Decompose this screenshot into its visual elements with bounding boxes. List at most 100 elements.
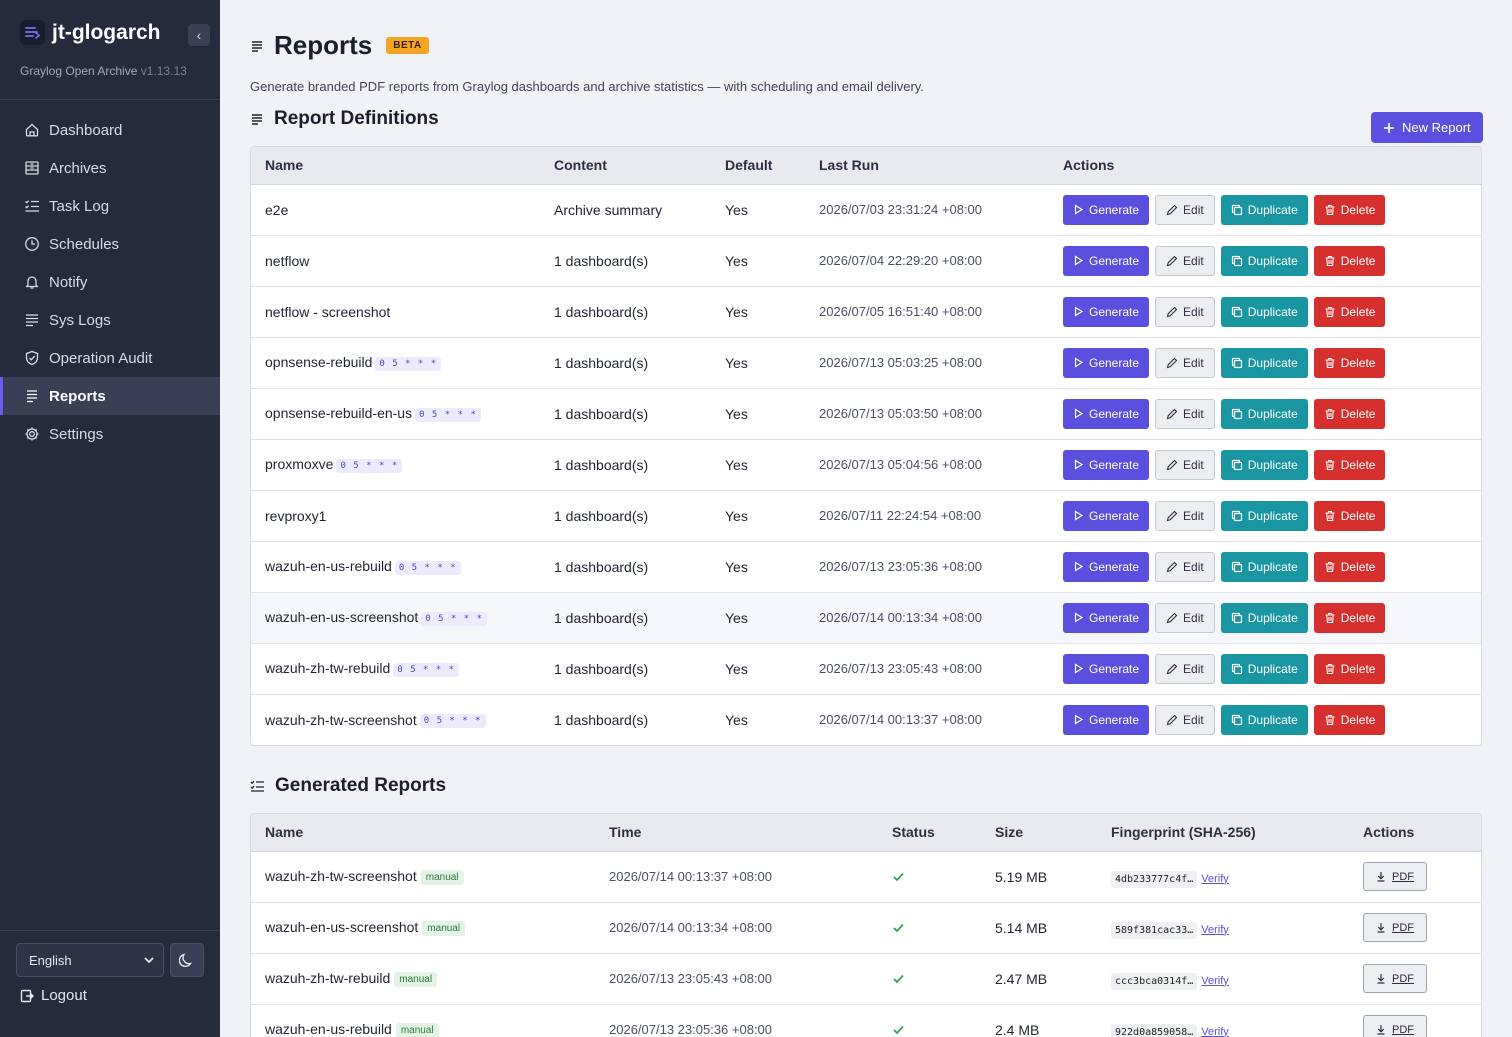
default-cell: Yes <box>711 388 805 440</box>
fingerprint-value: ccc3bca0314f… <box>1111 972 1198 990</box>
download-icon <box>1376 871 1386 882</box>
report-name-cell: wazuh-en-us-screenshot 0 5 * * * <box>251 592 540 644</box>
language-select[interactable]: English <box>16 943 164 977</box>
verify-link[interactable]: Verify <box>1201 1025 1229 1037</box>
generate-button[interactable]: Generate <box>1063 653 1150 684</box>
duplicate-label: Duplicate <box>1247 508 1298 523</box>
duplicate-button[interactable]: Duplicate <box>1220 347 1308 378</box>
generate-button[interactable]: Generate <box>1063 245 1150 276</box>
collapse-sidebar-button[interactable]: ‹ <box>188 24 210 46</box>
logout-icon <box>20 989 34 1003</box>
duplicate-button[interactable]: Duplicate <box>1220 296 1308 327</box>
delete-button[interactable]: Delete <box>1313 296 1386 327</box>
delete-button[interactable]: Delete <box>1313 551 1386 582</box>
duplicate-button[interactable]: Duplicate <box>1220 194 1308 225</box>
theme-toggle-button[interactable] <box>170 943 204 977</box>
generate-button[interactable]: Generate <box>1063 449 1150 480</box>
edit-label: Edit <box>1183 202 1204 217</box>
delete-button[interactable]: Delete <box>1313 653 1386 684</box>
sidebar-item-reports[interactable]: Reports <box>0 377 220 415</box>
sidebar-item-archives[interactable]: Archives <box>0 149 220 187</box>
time-cell: 2026/07/14 00:13:34 +08:00 <box>595 902 878 954</box>
duplicate-button[interactable]: Duplicate <box>1220 551 1308 582</box>
logout-button[interactable]: Logout <box>20 987 87 1004</box>
sidebar-item-label: Archives <box>49 159 107 177</box>
generate-button[interactable]: Generate <box>1063 296 1150 327</box>
delete-button[interactable]: Delete <box>1313 500 1386 531</box>
report-name-cell: opnsense-rebuild-en-us 0 5 * * * <box>251 388 540 440</box>
brand[interactable]: jt-glogarch <box>20 20 161 45</box>
new-report-button[interactable]: New Report <box>1371 112 1483 143</box>
size-cell: 2.47 MB <box>981 953 1097 1005</box>
verify-link[interactable]: Verify <box>1201 923 1229 936</box>
edit-button[interactable]: Edit <box>1155 296 1215 327</box>
generate-button[interactable]: Generate <box>1063 602 1150 633</box>
sidebar-item-schedules[interactable]: Schedules <box>0 225 220 263</box>
delete-button[interactable]: Delete <box>1313 602 1386 633</box>
edit-button[interactable]: Edit <box>1155 449 1215 480</box>
edit-button[interactable]: Edit <box>1155 500 1215 531</box>
copy-icon <box>1231 510 1243 522</box>
duplicate-button[interactable]: Duplicate <box>1220 602 1308 633</box>
sidebar-item-settings[interactable]: Settings <box>0 415 220 453</box>
download-pdf-button[interactable]: PDF <box>1363 1015 1427 1037</box>
duplicate-button[interactable]: Duplicate <box>1220 398 1308 429</box>
delete-button[interactable]: Delete <box>1313 398 1386 429</box>
edit-button[interactable]: Edit <box>1155 347 1215 378</box>
sidebar-item-sys-logs[interactable]: Sys Logs <box>0 301 220 339</box>
delete-button[interactable]: Delete <box>1313 194 1386 225</box>
verify-link[interactable]: Verify <box>1201 872 1229 885</box>
generate-label: Generate <box>1089 559 1140 574</box>
download-pdf-button[interactable]: PDF <box>1363 913 1427 942</box>
generate-button[interactable]: Generate <box>1063 194 1150 225</box>
generate-button[interactable]: Generate <box>1063 551 1150 582</box>
edit-button[interactable]: Edit <box>1155 194 1215 225</box>
generate-button[interactable]: Generate <box>1063 704 1150 735</box>
delete-button[interactable]: Delete <box>1313 704 1386 735</box>
default-cell: Yes <box>711 643 805 695</box>
verify-link[interactable]: Verify <box>1201 974 1229 987</box>
report-name: wazuh-zh-tw-screenshot <box>265 711 417 728</box>
sidebar: jt-glogarch ‹ Graylog Open Archive v1.13… <box>0 0 220 1037</box>
edit-button[interactable]: Edit <box>1155 602 1215 633</box>
download-pdf-button[interactable]: PDF <box>1363 862 1427 891</box>
delete-button[interactable]: Delete <box>1313 347 1386 378</box>
sidebar-item-operation-audit[interactable]: Operation Audit <box>0 339 220 377</box>
sidebar-item-label: Schedules <box>49 235 120 253</box>
edit-button[interactable]: Edit <box>1155 704 1215 735</box>
content-cell: 1 dashboard(s) <box>540 643 711 695</box>
generate-button[interactable]: Generate <box>1063 500 1150 531</box>
schedule-badge: 0 5 * * * <box>415 407 481 422</box>
duplicate-button[interactable]: Duplicate <box>1220 500 1308 531</box>
generate-label: Generate <box>1089 661 1140 676</box>
copy-icon <box>1231 663 1243 675</box>
sidebar-item-dashboard[interactable]: Dashboard <box>0 111 220 149</box>
check-icon <box>892 1023 981 1036</box>
generate-button[interactable]: Generate <box>1063 398 1150 429</box>
report-name: opnsense-rebuild <box>265 354 373 371</box>
page-header: Reports BETA <box>250 30 429 61</box>
trash-icon <box>1324 204 1336 216</box>
edit-button[interactable]: Edit <box>1155 653 1215 684</box>
trash-icon <box>1324 561 1336 573</box>
duplicate-button[interactable]: Duplicate <box>1220 449 1308 480</box>
duplicate-button[interactable]: Duplicate <box>1220 653 1308 684</box>
pencil-icon <box>1166 255 1178 267</box>
last-run-cell: 2026/07/04 22:29:20 +08:00 <box>805 235 1049 287</box>
edit-button[interactable]: Edit <box>1155 551 1215 582</box>
duplicate-label: Duplicate <box>1247 610 1298 625</box>
delete-button[interactable]: Delete <box>1313 245 1386 276</box>
sidebar-item-task-log[interactable]: Task Log <box>0 187 220 225</box>
last-run-cell: 2026/07/11 22:24:54 +08:00 <box>805 490 1049 542</box>
edit-button[interactable]: Edit <box>1155 245 1215 276</box>
generate-button[interactable]: Generate <box>1063 347 1150 378</box>
generated-report-name: wazuh-zh-tw-screenshot <box>265 868 417 885</box>
duplicate-button[interactable]: Duplicate <box>1220 245 1308 276</box>
delete-button[interactable]: Delete <box>1313 449 1386 480</box>
content-cell: 1 dashboard(s) <box>540 592 711 644</box>
edit-button[interactable]: Edit <box>1155 398 1215 429</box>
duplicate-button[interactable]: Duplicate <box>1220 704 1308 735</box>
sidebar-item-notify[interactable]: Notify <box>0 263 220 301</box>
pencil-icon <box>1166 204 1178 216</box>
download-pdf-button[interactable]: PDF <box>1363 964 1427 993</box>
